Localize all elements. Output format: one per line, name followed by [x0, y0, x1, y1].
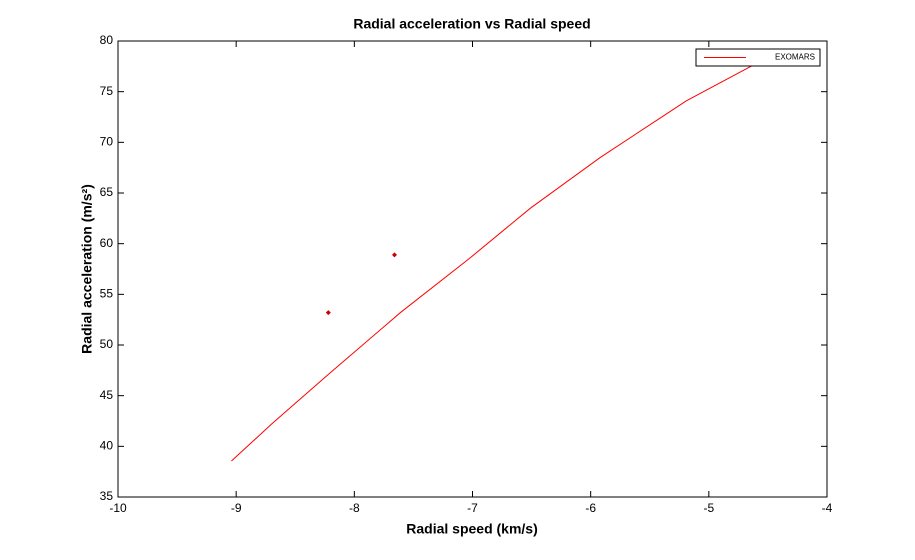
y-tick-label: 40	[100, 439, 114, 453]
x-axis-label: Radial speed (km/s)	[406, 521, 538, 537]
y-tick-label: 50	[100, 337, 114, 351]
x-tick-label: -9	[231, 501, 242, 515]
y-tick-label: 70	[100, 135, 114, 149]
data-line	[231, 61, 759, 462]
legend-box	[695, 48, 821, 67]
legend-label: EXOMARS	[775, 53, 815, 62]
y-tick-label: 60	[100, 236, 114, 250]
y-tick-label: 55	[100, 287, 114, 301]
y-tick-label: 80	[100, 33, 114, 47]
y-tick-label: 45	[100, 388, 114, 402]
plot-area	[117, 40, 828, 498]
x-tick-label: -10	[109, 501, 127, 515]
x-tick-label: -6	[585, 501, 596, 515]
data-point	[325, 310, 331, 316]
y-axis-label: Radial acceleration (m/s²)	[79, 184, 95, 354]
y-tick-label: 75	[100, 84, 114, 98]
x-tick-label: -8	[349, 501, 360, 515]
x-tick-label: -4	[822, 501, 833, 515]
x-tick-label: -5	[703, 501, 714, 515]
y-tick-label: 35	[100, 489, 114, 503]
data-point	[392, 252, 398, 258]
y-tick-label: 65	[100, 185, 114, 199]
chart-title: Radial acceleration vs Radial speed	[353, 16, 590, 32]
x-tick-label: -7	[467, 501, 478, 515]
